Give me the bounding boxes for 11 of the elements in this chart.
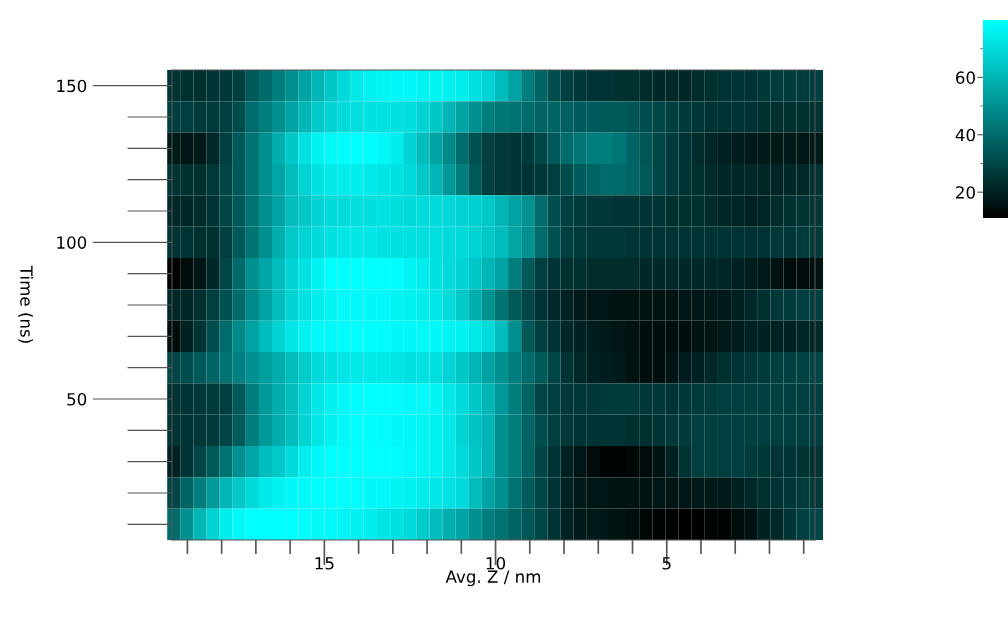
color-bar-label: 20 [956,186,975,199]
x-tick-label: 10 [486,556,506,570]
color-bar-label: 40 [955,128,975,142]
x-tick-label: 15 [315,557,334,570]
color-bar-label: 60 [956,71,975,84]
x-axis-title: Avg. Z / nm [445,570,541,587]
y-tick-label: 150 [57,79,87,93]
y-axis-title: Time (ns) [18,265,34,343]
y-tick-label: 50 [67,392,87,406]
y-tick-label: 100 [57,236,87,249]
x-tick-label: 5 [662,557,671,570]
